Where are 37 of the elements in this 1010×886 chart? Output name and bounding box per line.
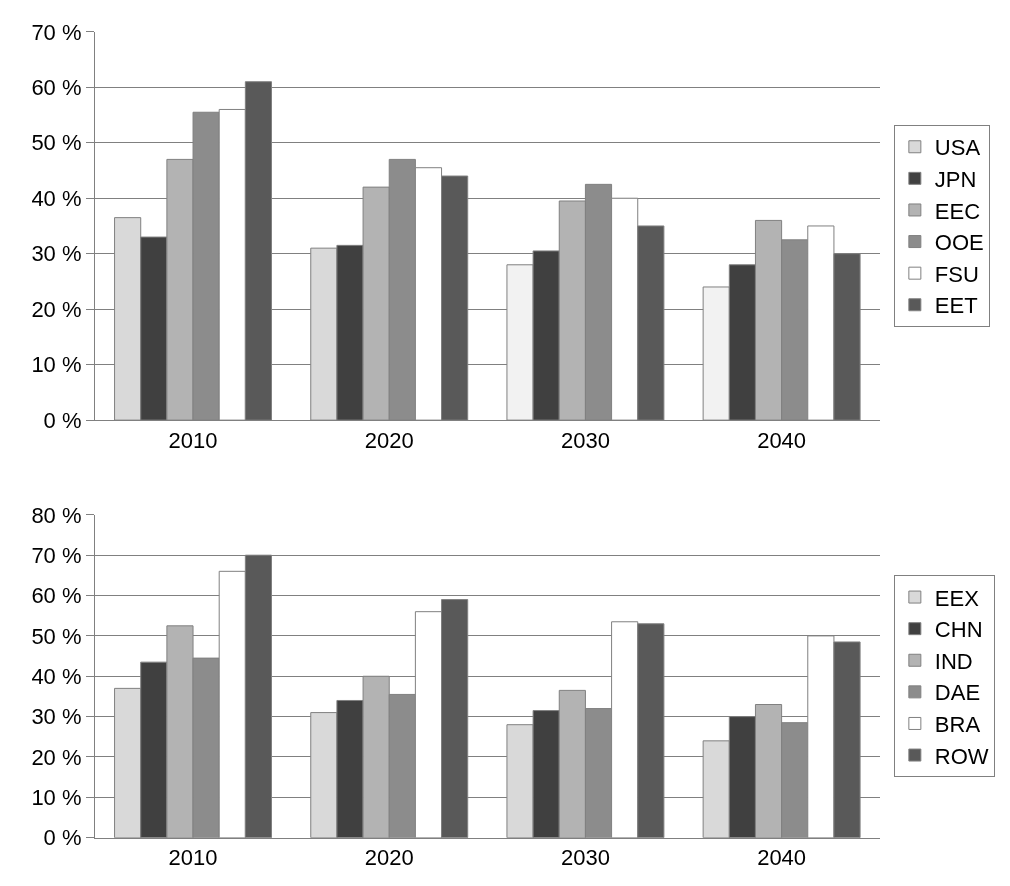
y-tick-label: 30 %: [31, 241, 82, 267]
y-tick-label: 20 %: [31, 296, 82, 322]
y-tick-label: 70 %: [31, 542, 82, 568]
legend-label: EET: [934, 293, 978, 319]
legend-label: BRA: [934, 712, 981, 738]
y-tick-label: 50 %: [31, 623, 82, 649]
x-tick-label: 2020: [364, 427, 414, 453]
y-tick-label: 80 %: [31, 502, 82, 528]
y-tick-label: 60 %: [31, 583, 82, 609]
legend-label: FSU: [934, 261, 979, 287]
legend-label: CHN: [934, 617, 983, 643]
legend-label: EEC: [934, 198, 981, 224]
y-tick-label: 40 %: [31, 663, 82, 689]
y-tick-label: 40 %: [31, 185, 82, 211]
x-tick-label: 2040: [757, 845, 807, 871]
legend-label: JPN: [934, 166, 977, 192]
legend-label: DAE: [934, 680, 981, 706]
legend-label: ROW: [934, 743, 989, 769]
y-tick-label: 10 %: [31, 352, 82, 378]
x-tick-label: 2030: [560, 427, 610, 453]
legend-label: OOE: [934, 230, 984, 256]
legend-label: USA: [934, 135, 981, 161]
y-tick-label: 0 %: [43, 825, 82, 851]
legend-label: EEX: [934, 585, 980, 611]
x-tick-label: 2010: [168, 845, 218, 871]
x-tick-label: 2030: [560, 845, 610, 871]
x-tick-label: 2010: [168, 427, 218, 453]
x-tick-label: 2020: [364, 845, 414, 871]
y-tick-label: 50 %: [31, 130, 82, 156]
legend-label: IND: [934, 648, 973, 674]
y-tick-label: 0 %: [43, 407, 82, 433]
y-tick-label: 70 %: [31, 19, 82, 45]
x-tick-label: 2040: [757, 427, 807, 453]
y-tick-label: 10 %: [31, 785, 82, 811]
y-tick-label: 20 %: [31, 744, 82, 770]
y-tick-label: 60 %: [31, 74, 82, 100]
y-tick-label: 30 %: [31, 704, 82, 730]
